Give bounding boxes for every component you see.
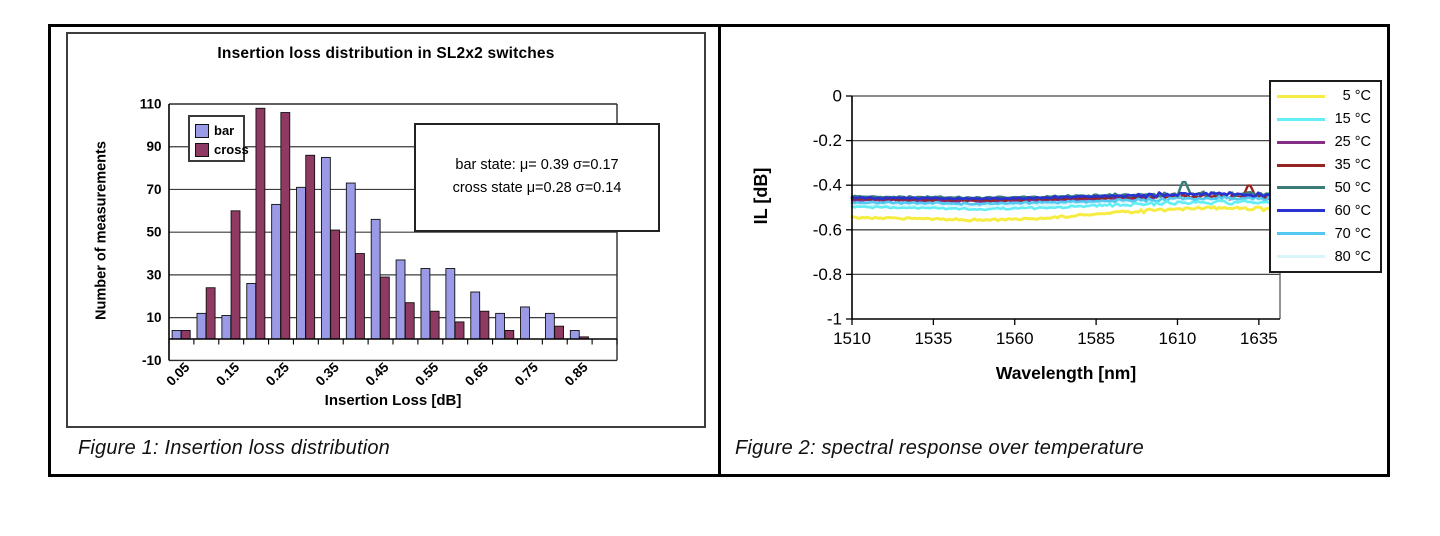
legend-item-15°C: 15 °C: [1271, 109, 1380, 130]
svg-text:-0.6: -0.6: [813, 220, 842, 239]
svg-text:0: 0: [833, 87, 842, 106]
legend-label: 25 °C: [1334, 134, 1371, 151]
svg-text:1585: 1585: [1077, 329, 1115, 348]
figure1-cell: 110 90 70 50 30 10 -10 0.05 0.15 0.25 0.35 0.45 0.55…: [51, 27, 721, 474]
f2-axes: [846, 95, 1280, 325]
f1-bars: [171, 107, 589, 340]
stats-line-bar: bar state: μ= 0.39 σ=0.17: [455, 157, 619, 173]
cross-series-label: cross: [214, 141, 249, 157]
legend-label: 5 °C: [1342, 88, 1371, 105]
f2-y-tick-labels: 0 -0.2 -0.4 -0.6 -0.8 -1: [813, 87, 842, 329]
legend-item-60°C: 60 °C: [1271, 200, 1380, 221]
f1-category-axis: [168, 338, 618, 345]
legend-label: 15 °C: [1334, 111, 1371, 128]
legend-item-80°C: 80 °C: [1271, 246, 1380, 267]
figure1-legend: bar cross: [188, 115, 249, 162]
svg-text:90: 90: [146, 139, 161, 154]
series-line-70°C: [850, 195, 1281, 206]
svg-text:-0.8: -0.8: [813, 265, 842, 284]
figure1-chart-frame: 110 90 70 50 30 10 -10 0.05 0.15 0.25 0.35 0.45 0.55…: [66, 32, 706, 428]
series-line-15°C: [850, 199, 1281, 212]
svg-text:1610: 1610: [1159, 329, 1197, 348]
svg-text:0.85: 0.85: [562, 359, 592, 389]
legend-line-swatch: [1277, 209, 1325, 213]
legend-item-25°C: 25 °C: [1271, 132, 1380, 153]
svg-text:0.75: 0.75: [512, 359, 542, 389]
svg-text:-0.4: -0.4: [813, 176, 842, 195]
f2-series-lines: [850, 180, 1281, 223]
svg-text:0.65: 0.65: [462, 359, 492, 389]
legend-label: 60 °C: [1334, 202, 1371, 219]
figure1-y-axis-title: Number of measurements: [93, 141, 110, 320]
legend-item-5°C: 5 °C: [1271, 86, 1380, 107]
svg-text:1560: 1560: [996, 329, 1034, 348]
svg-text:1535: 1535: [914, 329, 952, 348]
series-line-60°C: [850, 191, 1281, 201]
f1-y-tick-labels: 110 90 70 50 30 10 -10: [140, 97, 162, 368]
legend-line-swatch: [1277, 140, 1325, 144]
legend-item-bar: bar: [195, 121, 243, 140]
svg-text:-1: -1: [827, 310, 842, 329]
svg-text:10: 10: [146, 310, 161, 325]
svg-text:1510: 1510: [833, 329, 871, 348]
f1-plot-frame: [168, 103, 618, 362]
figure2-caption: Figure 2: spectral response over tempera…: [735, 437, 1144, 459]
bar-series-label: bar: [214, 122, 235, 138]
figure1-x-axis-title: Insertion Loss [dB]: [324, 392, 462, 409]
legend-label: 50 °C: [1334, 179, 1371, 196]
legend-line-swatch: [1277, 232, 1325, 236]
legend-label: 35 °C: [1334, 157, 1371, 174]
figure1-caption: Figure 1: Insertion loss distribution: [78, 437, 390, 459]
svg-text:0.05: 0.05: [163, 359, 193, 389]
figure2-cell: 0 -0.2 -0.4 -0.6 -0.8 -1 1510 1535 1560 1585 1610 1…: [721, 27, 1387, 474]
figure2-y-axis-title: IL [dB]: [751, 167, 771, 225]
figure1-chart-title: Insertion loss distribution in SL2x2 swi…: [217, 45, 555, 62]
cross-series-swatch: [195, 142, 209, 157]
figure1-plot: 110 90 70 50 30 10 -10 0.05 0.15 0.25 0.35 0.45 0.55…: [140, 97, 618, 389]
series-line-5°C: [850, 205, 1281, 223]
legend-line-swatch: [1277, 186, 1325, 190]
legend-item-cross: cross: [195, 140, 249, 159]
svg-text:0.35: 0.35: [313, 359, 343, 389]
legend-line-swatch: [1277, 117, 1325, 121]
figure2-x-axis-title: Wavelength [nm]: [995, 363, 1137, 383]
svg-text:110: 110: [140, 97, 162, 112]
svg-text:-0.2: -0.2: [813, 131, 842, 150]
f2-gridlines: [852, 95, 1281, 319]
legend-item-35°C: 35 °C: [1271, 155, 1380, 176]
figure2-legend: 5 °C 15 °C 25 °C 35 °C 50 °C 60 °C 70 °C 80 °C: [1269, 80, 1382, 273]
f1-x-tick-labels: 0.05 0.15 0.25 0.35 0.45 0.55 0.65 0.75 0.85: [163, 359, 591, 389]
legend-item-50°C: 50 °C: [1271, 177, 1380, 198]
svg-text:0.25: 0.25: [263, 359, 293, 389]
legend-line-swatch: [1277, 94, 1325, 98]
svg-text:0.15: 0.15: [213, 359, 243, 389]
figure1-stats-box: bar state: μ= 0.39 σ=0.17 cross state μ=…: [414, 123, 660, 232]
stats-line-cross: cross state μ=0.28 σ=0.14: [452, 180, 622, 196]
svg-text:70: 70: [146, 182, 161, 197]
legend-label: 80 °C: [1334, 248, 1371, 265]
legend-line-swatch: [1277, 255, 1325, 259]
f2-x-tick-labels: 1510 1535 1560 1585 1610 1635: [833, 329, 1278, 348]
svg-text:0.45: 0.45: [362, 359, 392, 389]
legend-item-70°C: 70 °C: [1271, 223, 1380, 244]
bar-series-swatch: [195, 123, 209, 138]
svg-text:0.55: 0.55: [412, 359, 442, 389]
svg-text:-10: -10: [142, 353, 162, 368]
legend-line-swatch: [1277, 163, 1325, 167]
svg-text:1635: 1635: [1240, 329, 1278, 348]
figures-table: 110 90 70 50 30 10 -10 0.05 0.15 0.25 0.35 0.45 0.55…: [48, 24, 1390, 477]
legend-label: 70 °C: [1334, 225, 1371, 242]
svg-text:30: 30: [146, 267, 161, 282]
svg-text:50: 50: [146, 225, 161, 240]
